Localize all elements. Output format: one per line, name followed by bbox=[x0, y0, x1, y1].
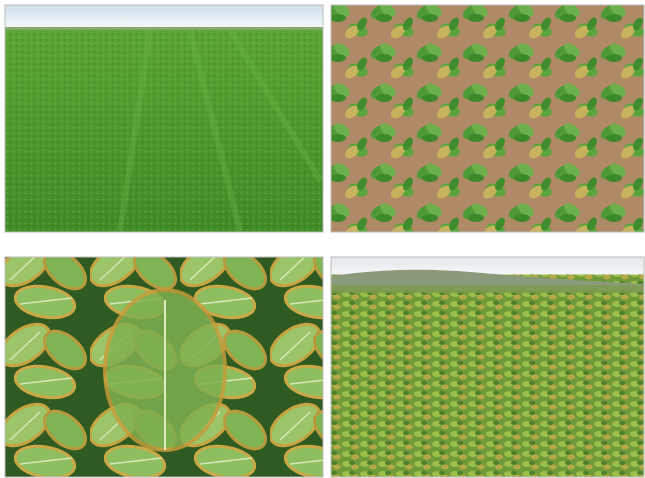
photo-frame bbox=[330, 256, 645, 478]
photo-wide-field bbox=[330, 256, 645, 478]
sky bbox=[5, 5, 323, 28]
hills bbox=[331, 269, 644, 290]
photo-field bbox=[4, 4, 324, 233]
grass-texture bbox=[5, 30, 323, 232]
photo-frame bbox=[330, 4, 645, 233]
horizon bbox=[5, 27, 323, 30]
photo-seedlings bbox=[330, 4, 645, 233]
photo-leaf-closeup bbox=[4, 256, 324, 478]
tractor-lines bbox=[117, 28, 323, 232]
far-field bbox=[331, 285, 644, 293]
